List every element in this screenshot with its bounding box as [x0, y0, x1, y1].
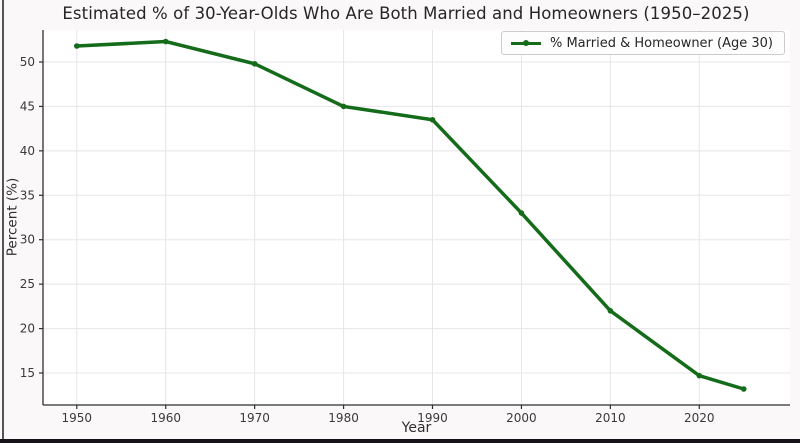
x-tick-label: 2010 [595, 411, 626, 425]
y-tick-label: 50 [20, 55, 35, 69]
x-tick-label: 2020 [684, 411, 715, 425]
data-point-1970 [251, 60, 258, 67]
data-point-1960 [162, 38, 169, 45]
legend-line-sample [510, 40, 541, 46]
window-left-border [2, 0, 4, 443]
data-point-1980 [340, 103, 347, 110]
x-tick-label: 2000 [506, 411, 537, 425]
data-point-2025 [740, 386, 747, 392]
y-tick-label: 15 [20, 366, 35, 380]
plot-background [43, 30, 790, 405]
y-tick-label: 45 [20, 99, 35, 113]
data-point-2010 [607, 308, 614, 314]
data-point-2000 [518, 210, 525, 216]
y-tick-label: 40 [20, 144, 35, 158]
y-tick-label: 25 [20, 277, 35, 291]
x-axis-label: Year [401, 420, 432, 436]
legend: % Married & Homeowner (Age 30) [500, 31, 785, 55]
y-tick-label: 30 [20, 233, 35, 247]
y-axis-label: Percent (%) [4, 177, 21, 257]
data-point-1950 [73, 43, 80, 49]
y-tick-label: 20 [20, 322, 35, 336]
chart-title: Estimated % of 30-Year-Olds Who Are Both… [62, 4, 750, 23]
legend-marker-dot [522, 40, 529, 46]
data-point-1990 [429, 116, 436, 123]
x-tick-label: 1990 [417, 411, 448, 425]
x-tick-label: 1970 [239, 411, 270, 425]
x-tick-label: 1980 [328, 411, 359, 425]
y-tick-label: 35 [20, 188, 35, 202]
x-tick-label: 1960 [150, 411, 181, 425]
data-point-2020 [696, 372, 703, 379]
window-bottom-bar [0, 439, 800, 443]
legend-label: % Married & Homeowner (Age 30) [549, 35, 773, 51]
x-tick-label: 1950 [62, 411, 93, 425]
